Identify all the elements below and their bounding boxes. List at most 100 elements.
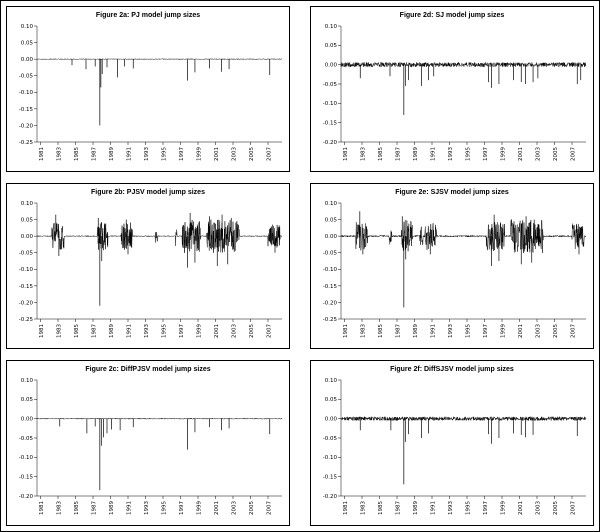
figure-2c-plot: 0.10 0.05 0.00 -0.05 -0.10 -0.15 -0.20 1981 1983… bbox=[19, 378, 283, 515]
svg-text:2003: 2003 bbox=[536, 501, 542, 515]
svg-text:1995: 1995 bbox=[466, 147, 472, 161]
svg-text:1991: 1991 bbox=[431, 147, 437, 161]
svg-text:1985: 1985 bbox=[378, 501, 384, 515]
svg-text:1997: 1997 bbox=[179, 324, 185, 338]
figure-2b-title: Figure 2b: PJSV model jump sizes bbox=[91, 189, 205, 196]
svg-text:1983: 1983 bbox=[57, 147, 63, 161]
figure-2f-plot: 0.10 0.05 0.00 -0.05 -0.10 -0.15 -0.20 1981 1983… bbox=[323, 378, 587, 515]
svg-text:2001: 2001 bbox=[214, 324, 220, 338]
svg-text:2007: 2007 bbox=[267, 147, 273, 161]
svg-text:2001: 2001 bbox=[214, 501, 220, 515]
svg-text:1985: 1985 bbox=[378, 147, 384, 161]
figure-2a-chart: 0.10 0.05 0.00 -0.05 -0.10 -0.15 -0.20 -0.25 198… bbox=[7, 20, 289, 171]
svg-text:2007: 2007 bbox=[267, 501, 273, 515]
figure-2b-plot: 0.10 0.05 0.00 -0.05 -0.10 -0.15 -0.20 -0.25 198… bbox=[19, 201, 283, 338]
svg-text:2001: 2001 bbox=[518, 147, 524, 161]
svg-text:2007: 2007 bbox=[571, 324, 577, 338]
svg-text:1991: 1991 bbox=[431, 324, 437, 338]
svg-text:1995: 1995 bbox=[162, 324, 168, 338]
svg-text:-0.20: -0.20 bbox=[323, 494, 338, 500]
svg-text:1983: 1983 bbox=[57, 501, 63, 515]
svg-text:1987: 1987 bbox=[92, 147, 98, 161]
svg-text:2005: 2005 bbox=[249, 501, 255, 515]
svg-text:1987: 1987 bbox=[396, 324, 402, 338]
svg-text:1993: 1993 bbox=[144, 147, 150, 161]
svg-text:1985: 1985 bbox=[74, 147, 80, 161]
svg-text:1981: 1981 bbox=[39, 324, 45, 338]
figure-2a-panel: Figure 2a: PJ model jump sizes 0.10 0.05 0… bbox=[6, 6, 290, 172]
svg-text:2005: 2005 bbox=[553, 324, 559, 338]
svg-text:0.00: 0.00 bbox=[21, 234, 34, 240]
figure-2d-panel: Figure 2d: SJ model jump sizes 0.10 0.05 0… bbox=[310, 6, 594, 172]
svg-text:0.05: 0.05 bbox=[21, 217, 34, 223]
svg-text:1993: 1993 bbox=[144, 324, 150, 338]
svg-text:1989: 1989 bbox=[413, 501, 419, 515]
svg-text:-0.05: -0.05 bbox=[323, 82, 338, 88]
svg-text:1997: 1997 bbox=[179, 147, 185, 161]
svg-text:1989: 1989 bbox=[413, 324, 419, 338]
svg-text:0.10: 0.10 bbox=[21, 378, 34, 384]
figure-2e-chart: 0.10 0.05 0.00 -0.05 -0.10 -0.15 -0.20 -0.25 198… bbox=[311, 197, 593, 348]
svg-text:-0.10: -0.10 bbox=[323, 455, 338, 461]
svg-text:-0.05: -0.05 bbox=[323, 436, 338, 442]
svg-text:1983: 1983 bbox=[57, 324, 63, 338]
svg-text:0.10: 0.10 bbox=[325, 24, 338, 30]
figure-2d-chart: 0.10 0.05 0.00 -0.05 -0.10 -0.15 -0.20 1981 1983… bbox=[311, 20, 593, 171]
svg-text:1997: 1997 bbox=[179, 501, 185, 515]
svg-text:-0.20: -0.20 bbox=[323, 300, 338, 306]
svg-text:1983: 1983 bbox=[361, 501, 367, 515]
svg-text:1993: 1993 bbox=[448, 501, 454, 515]
svg-text:2001: 2001 bbox=[518, 501, 524, 515]
figure-2a-plot: 0.10 0.05 0.00 -0.05 -0.10 -0.15 -0.20 -0.25 198… bbox=[19, 24, 283, 161]
svg-text:1993: 1993 bbox=[144, 501, 150, 515]
svg-text:1981: 1981 bbox=[39, 147, 45, 161]
svg-text:0.00: 0.00 bbox=[325, 234, 338, 240]
svg-text:-0.15: -0.15 bbox=[19, 284, 34, 290]
svg-text:1999: 1999 bbox=[197, 501, 203, 515]
svg-text:0.00: 0.00 bbox=[21, 417, 34, 423]
svg-text:-0.20: -0.20 bbox=[19, 123, 34, 129]
figure-2d-plot: 0.10 0.05 0.00 -0.05 -0.10 -0.15 -0.20 1981 1983… bbox=[323, 24, 587, 161]
figure-2b-chart: 0.10 0.05 0.00 -0.05 -0.10 -0.15 -0.20 -0.25 198… bbox=[7, 197, 289, 348]
svg-text:-0.10: -0.10 bbox=[19, 90, 34, 96]
svg-text:0.00: 0.00 bbox=[325, 63, 338, 69]
svg-text:1995: 1995 bbox=[162, 147, 168, 161]
svg-text:-0.10: -0.10 bbox=[323, 101, 338, 107]
svg-text:2003: 2003 bbox=[232, 501, 238, 515]
svg-text:1999: 1999 bbox=[197, 324, 203, 338]
svg-text:0.00: 0.00 bbox=[325, 417, 338, 423]
svg-text:2003: 2003 bbox=[232, 324, 238, 338]
figure-2c-title: Figure 2c: DiffPJSV model jump sizes bbox=[85, 366, 211, 373]
svg-text:2007: 2007 bbox=[571, 501, 577, 515]
figure-2a-title: Figure 2a: PJ model jump sizes bbox=[95, 12, 201, 19]
svg-text:1995: 1995 bbox=[466, 324, 472, 338]
svg-text:1997: 1997 bbox=[483, 501, 489, 515]
svg-text:-0.15: -0.15 bbox=[19, 475, 34, 481]
svg-text:1997: 1997 bbox=[483, 324, 489, 338]
svg-text:0.05: 0.05 bbox=[21, 40, 34, 46]
figure-2c-panel: Figure 2c: DiffPJSV model jump sizes 0.1… bbox=[6, 360, 290, 526]
svg-text:-0.05: -0.05 bbox=[19, 436, 34, 442]
figure-2f-panel: Figure 2f: DiffSJSV model jump sizes 0.1… bbox=[310, 360, 594, 526]
svg-text:1981: 1981 bbox=[343, 501, 349, 515]
svg-text:-0.25: -0.25 bbox=[19, 317, 34, 323]
svg-text:-0.05: -0.05 bbox=[19, 251, 34, 257]
svg-text:-0.10: -0.10 bbox=[323, 267, 338, 273]
svg-text:0.10: 0.10 bbox=[325, 378, 338, 384]
svg-text:2005: 2005 bbox=[553, 501, 559, 515]
svg-text:2001: 2001 bbox=[214, 147, 220, 161]
svg-text:-0.20: -0.20 bbox=[19, 300, 34, 306]
svg-text:2005: 2005 bbox=[249, 324, 255, 338]
svg-text:0.00: 0.00 bbox=[21, 57, 34, 63]
figure-2f-title: Figure 2f: DiffSJSV model jump sizes bbox=[390, 366, 514, 373]
figure-2e-title: Figure 2e: SJSV model jump sizes bbox=[395, 189, 509, 196]
svg-text:0.05: 0.05 bbox=[21, 397, 34, 403]
svg-text:1989: 1989 bbox=[413, 147, 419, 161]
svg-text:1995: 1995 bbox=[466, 501, 472, 515]
svg-text:2003: 2003 bbox=[536, 324, 542, 338]
svg-text:1991: 1991 bbox=[431, 501, 437, 515]
svg-text:1981: 1981 bbox=[343, 324, 349, 338]
svg-text:1991: 1991 bbox=[127, 147, 133, 161]
svg-text:1987: 1987 bbox=[396, 501, 402, 515]
